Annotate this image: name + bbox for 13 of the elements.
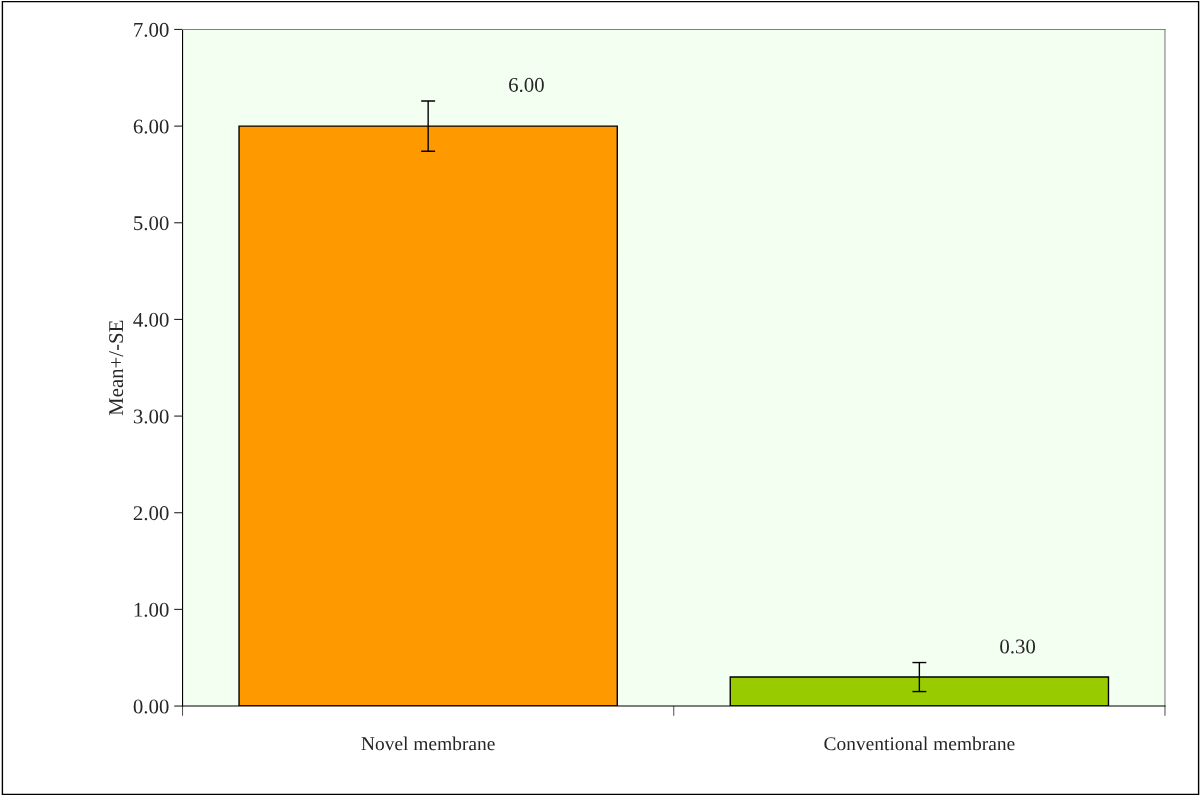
data-label: 0.30 (1000, 639, 1036, 654)
x-tick-label: Novel membrane (361, 736, 495, 751)
y-tick-label: 1.00 (134, 602, 169, 617)
y-tick-label: 5.00 (134, 216, 169, 231)
y-tick-label: 3.00 (133, 409, 169, 424)
y-tick-label: 4.00 (133, 312, 169, 327)
y-axis-title: Mean+/-SE (109, 320, 124, 416)
data-label: 6.00 (509, 77, 544, 92)
y-tick-label: 0.00 (133, 699, 169, 714)
y-tick-label: 7.00 (134, 22, 169, 37)
x-tick-label: Conventional membrane (824, 736, 1015, 751)
y-tick-label: 2.00 (133, 506, 169, 521)
y-tick-label: 6.00 (133, 119, 169, 134)
